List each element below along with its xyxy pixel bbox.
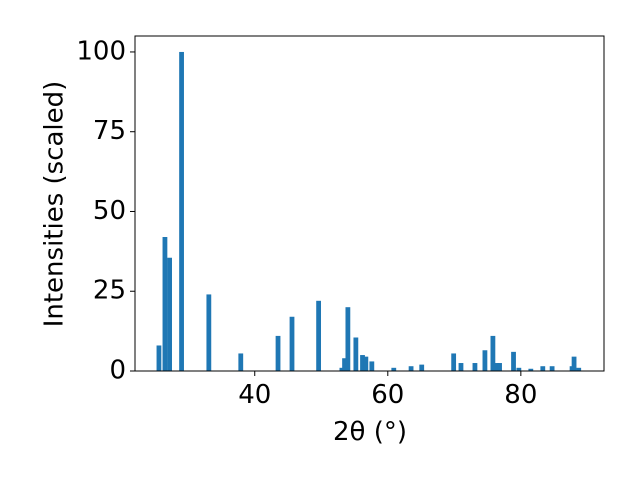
bar — [363, 356, 369, 371]
bar — [472, 363, 478, 371]
bar — [167, 257, 172, 371]
bar — [360, 355, 365, 371]
bar — [490, 335, 496, 371]
bar — [289, 316, 295, 371]
bar — [576, 367, 582, 371]
bar — [528, 368, 534, 371]
bar — [179, 51, 184, 371]
bar — [511, 351, 516, 371]
bar — [275, 335, 281, 371]
bar — [516, 367, 522, 371]
bar — [162, 237, 168, 371]
bar — [549, 366, 555, 371]
bar — [571, 356, 577, 371]
bar — [494, 363, 500, 371]
bar — [540, 366, 546, 371]
bar — [156, 345, 162, 371]
y-tick-label: 75 — [93, 116, 126, 146]
y-axis-label: Intensities (scaled) — [40, 81, 70, 328]
bar — [408, 366, 414, 371]
bar — [353, 337, 359, 371]
bar — [497, 363, 502, 371]
y-tick-label: 100 — [76, 36, 126, 66]
x-tick-label: 40 — [238, 380, 271, 410]
y-tick-label: 50 — [93, 196, 126, 226]
x-tick-label: 60 — [371, 380, 404, 410]
bar — [482, 350, 488, 371]
bar — [369, 361, 375, 371]
bar — [316, 300, 322, 371]
bar — [419, 364, 425, 371]
x-axis-label: 2θ (°) — [333, 417, 407, 447]
bar — [206, 294, 212, 371]
y-tick-label: 25 — [93, 276, 126, 306]
bar — [238, 353, 244, 371]
bar — [345, 307, 351, 371]
bar — [342, 358, 347, 371]
bar — [451, 353, 457, 371]
y-tick-label: 0 — [109, 356, 126, 386]
plot-frame — [134, 35, 605, 372]
x-tick-label: 80 — [504, 380, 537, 410]
bar — [391, 367, 397, 371]
bar — [458, 363, 464, 371]
bar — [339, 367, 345, 371]
